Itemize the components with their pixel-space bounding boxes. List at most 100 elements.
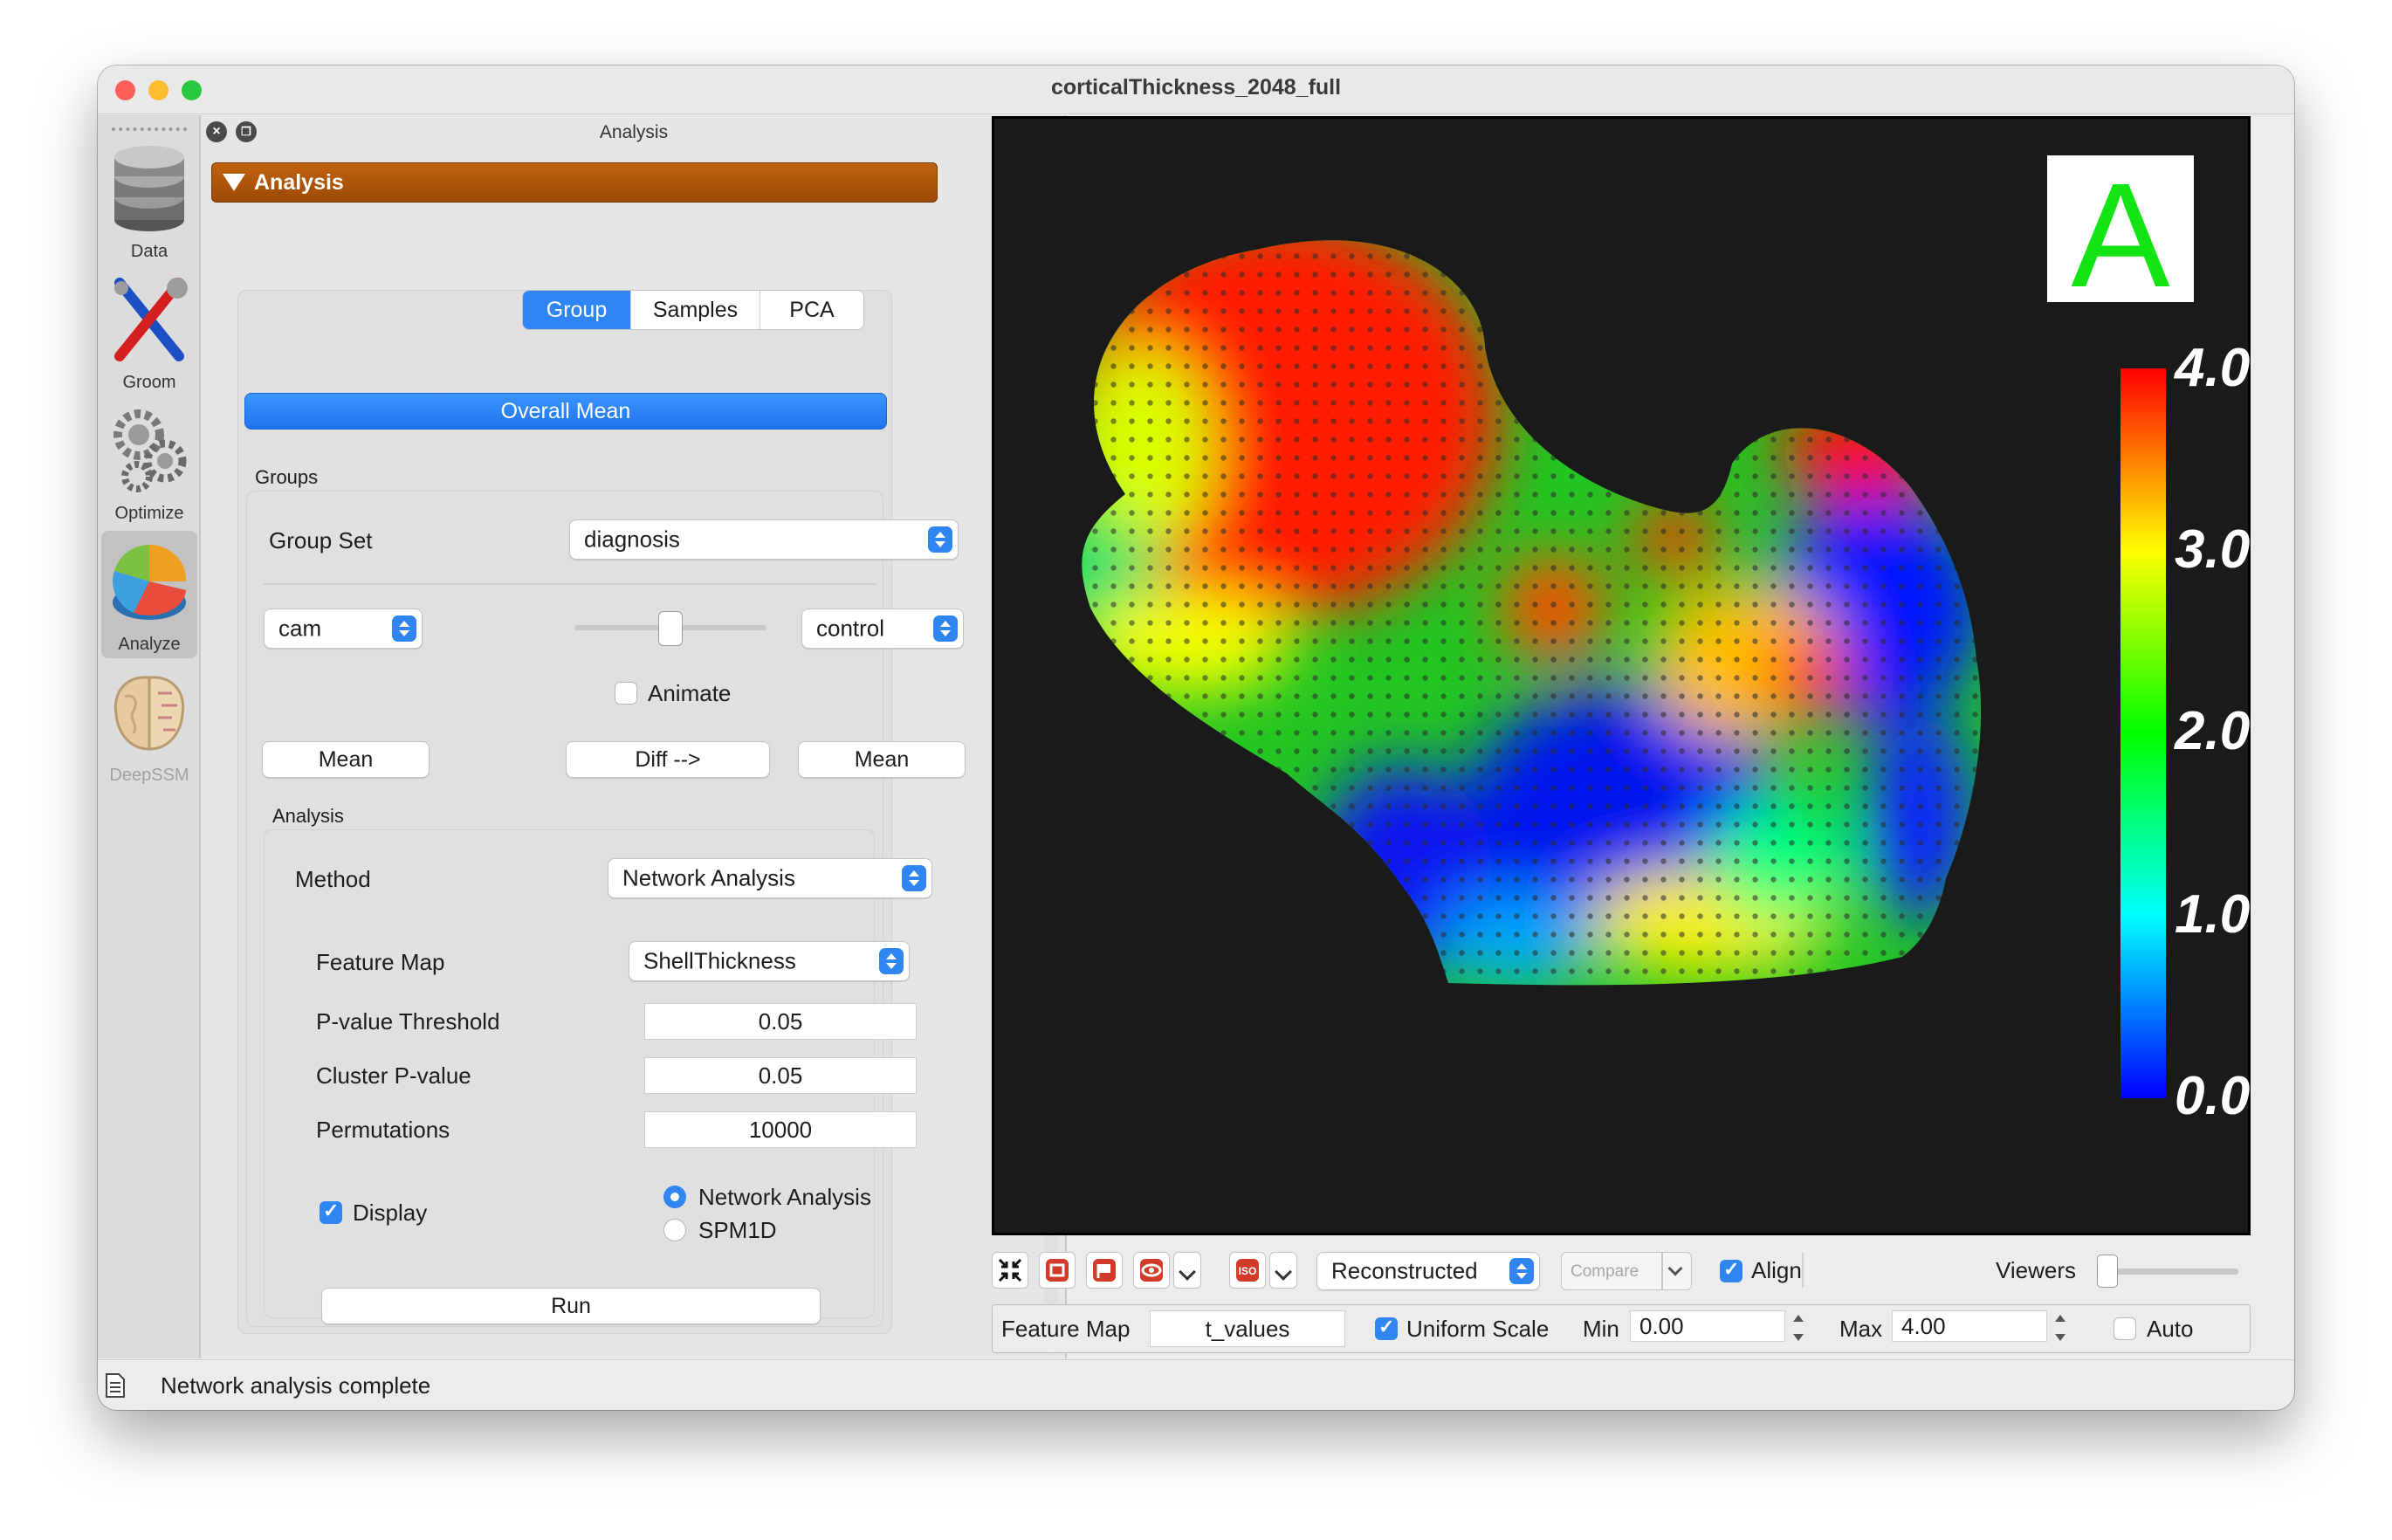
animate-checkbox[interactable] <box>615 682 637 705</box>
display-label: Display <box>353 1200 428 1226</box>
select-arrows-icon <box>928 526 952 553</box>
method-select[interactable]: Network Analysis <box>608 858 932 898</box>
permutations-input[interactable]: 10000 <box>644 1111 917 1148</box>
mean-left-button[interactable]: Mean <box>262 741 430 778</box>
sidebar-item-analyze[interactable]: Analyze <box>101 531 197 658</box>
viewers-slider-track[interactable] <box>2102 1268 2238 1275</box>
dock-header: × ❐ Analysis <box>201 115 1067 150</box>
auto-checkbox[interactable] <box>2114 1317 2136 1340</box>
max-input[interactable]: 4.00 <box>1892 1310 2047 1342</box>
divider <box>264 583 876 585</box>
groups-label: Groups <box>255 466 319 488</box>
left-group-select[interactable]: cam <box>264 608 423 649</box>
group-set-select[interactable]: diagnosis <box>569 519 959 560</box>
sidebar-item-groom[interactable]: Groom <box>101 269 197 396</box>
group-set-label: Group Set <box>269 527 373 553</box>
window-title: corticalThickness_2048_full <box>1050 75 1342 100</box>
auto-label: Auto <box>2147 1316 2194 1342</box>
run-button[interactable]: Run <box>321 1288 821 1324</box>
compare-select[interactable]: Compare <box>1561 1252 1692 1290</box>
cortical-thickness-shape[interactable] <box>994 119 2248 1233</box>
dock-float-icon[interactable]: ❐ <box>236 121 257 142</box>
compare-divider <box>1661 1253 1663 1289</box>
sidebar-item-label: Optimize <box>114 504 184 523</box>
display-checkbox[interactable] <box>320 1200 342 1224</box>
compare-label: Compare <box>1571 1262 1639 1281</box>
select-arrows-icon <box>1509 1258 1534 1284</box>
align-label: Align <box>1751 1257 1802 1283</box>
uniform-scale-checkbox[interactable] <box>1375 1316 1398 1340</box>
sidebar-item-deepssm[interactable]: DeepSSM <box>101 662 197 789</box>
select-arrows-icon <box>902 865 926 891</box>
pvalue-threshold-input[interactable]: 0.05 <box>644 1003 917 1040</box>
gears-icon <box>113 409 187 492</box>
cluster-pvalue-input[interactable]: 0.05 <box>644 1057 917 1094</box>
min-input[interactable]: 0.00 <box>1630 1310 1785 1342</box>
brain-icon <box>113 676 185 751</box>
tab-samples[interactable]: Samples <box>631 291 760 329</box>
left-group-value: cam <box>278 615 322 642</box>
sidebar-item-label: Groom <box>122 373 176 392</box>
autofit-icon <box>998 1258 1022 1282</box>
max-label: Max <box>1839 1316 1883 1342</box>
sidebar-item-data[interactable]: Data <box>101 138 197 265</box>
right-group-select[interactable]: control <box>801 608 964 649</box>
sidebar-item-optimize[interactable]: Optimize <box>101 400 197 527</box>
feature-map-select[interactable]: ShellThickness <box>629 941 910 981</box>
group-slider-handle[interactable] <box>658 611 683 646</box>
status-bar: Network analysis complete <box>98 1359 2294 1410</box>
sidebar-grip[interactable] <box>112 127 187 131</box>
visibility-button[interactable] <box>1133 1252 1170 1289</box>
overall-mean-button[interactable]: Overall Mean <box>244 393 887 430</box>
tab-pca[interactable]: PCA <box>760 291 863 329</box>
iso-icon: ISO <box>1236 1259 1259 1282</box>
right-group-value: control <box>816 615 885 642</box>
svg-text:ISO: ISO <box>1239 1265 1257 1277</box>
analysis-dock: × ❐ Analysis Analysis Group Samples PCA … <box>201 115 1067 1358</box>
analysis-tabs: Group Samples PCA <box>522 290 864 330</box>
close-window-button[interactable] <box>115 80 135 100</box>
viewers-slider-handle[interactable] <box>2097 1255 2118 1288</box>
minimize-window-button[interactable] <box>148 80 168 100</box>
mean-right-button[interactable]: Mean <box>798 741 966 778</box>
align-checkbox[interactable] <box>1720 1258 1742 1282</box>
method-value: Network Analysis <box>622 864 795 891</box>
select-arrows-icon <box>879 948 904 974</box>
status-message: Network analysis complete <box>161 1372 431 1399</box>
diff-button[interactable]: Diff --> <box>566 741 770 778</box>
frame-button[interactable] <box>1039 1252 1076 1289</box>
eye-icon <box>1140 1259 1163 1282</box>
sidebar-item-label: DeepSSM <box>109 766 189 785</box>
spm1d-radio[interactable] <box>663 1219 686 1241</box>
cluster-pvalue-label: Cluster P-value <box>316 1062 471 1089</box>
min-spinner-icon[interactable] <box>1789 1312 1808 1344</box>
tools-icon <box>114 278 188 361</box>
flag-button[interactable] <box>1086 1252 1123 1289</box>
group-set-value: diagnosis <box>584 526 680 553</box>
iso-button[interactable]: ISO <box>1229 1252 1266 1289</box>
dock-close-icon[interactable]: × <box>206 121 227 142</box>
viewer-label-a-text: A <box>2071 153 2170 319</box>
spm1d-radio-label: SPM1D <box>698 1217 777 1243</box>
autofit-button[interactable] <box>992 1252 1028 1289</box>
sidebar-item-label: Data <box>130 242 168 261</box>
tab-group[interactable]: Group <box>523 291 631 329</box>
max-spinner-icon[interactable] <box>2051 1312 2070 1344</box>
feature-map-field[interactable]: t_values <box>1150 1310 1345 1347</box>
zoom-window-button[interactable] <box>182 80 202 100</box>
pvalue-threshold-label: P-value Threshold <box>316 1008 500 1035</box>
network-analysis-radio-label: Network Analysis <box>698 1184 871 1210</box>
colorbar-tick: 0.0 <box>2175 1066 2251 1126</box>
colorbar-tick: 2.0 <box>2175 701 2251 761</box>
app-window: corticalThickness_2048_full Data <box>98 65 2294 1410</box>
analysis-section-header[interactable]: Analysis <box>211 162 938 203</box>
colorbar <box>2120 368 2166 1098</box>
compare-chevron-down-icon <box>1667 1261 1683 1276</box>
iso-dropdown[interactable] <box>1269 1252 1297 1289</box>
shape-viewer[interactable]: A 4.0 3.0 2.0 1.0 0.0 <box>992 116 2251 1235</box>
visibility-dropdown[interactable] <box>1173 1252 1201 1289</box>
display-mode-select[interactable]: Reconstructed <box>1316 1252 1540 1290</box>
dock-title: Analysis <box>599 122 669 142</box>
uniform-scale-label: Uniform Scale <box>1406 1316 1550 1342</box>
network-analysis-radio[interactable] <box>663 1186 686 1208</box>
